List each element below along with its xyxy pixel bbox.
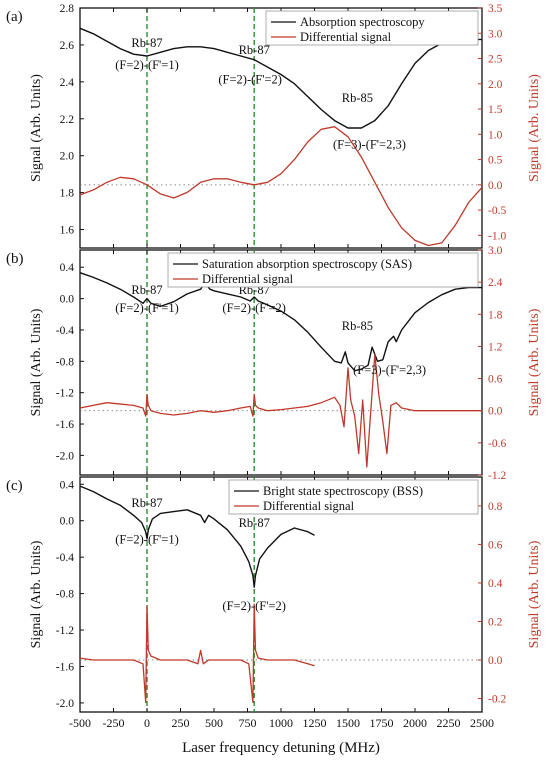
y-tick-label-right: -0.2	[488, 694, 506, 706]
transition-label: (F=2)-(F'=1)	[115, 301, 179, 315]
x-tick-label: 750	[239, 716, 257, 730]
panel-label: (c)	[6, 478, 23, 494]
y-tick-label-right: 0.0	[488, 406, 503, 418]
y-tick-label-left: -1.6	[56, 419, 74, 431]
y-axis-title-left: Signal (Arb. Units)	[29, 308, 44, 416]
transition-label: (F=2)-(F'=1)	[115, 532, 179, 546]
panel-label: (b)	[6, 251, 24, 267]
spectrum-line	[79, 27, 482, 129]
y-tick-label-left: -2.0	[56, 450, 74, 462]
x-tick-label: 1500	[336, 716, 360, 730]
y-tick-label-right: 1.2	[488, 341, 503, 353]
y-tick-label-left: 2.8	[60, 3, 75, 15]
x-tick-label: -250	[103, 716, 125, 730]
x-tick-label: 0	[144, 716, 150, 730]
transition-label: Rb-85	[342, 319, 373, 333]
x-axis-title: Laser frequency detuning (MHz)	[182, 740, 380, 756]
y-tick-label-right: 0.2	[488, 616, 503, 628]
differential-signal-line	[79, 603, 315, 704]
y-tick-label-right: 0.6	[488, 374, 503, 386]
y-tick-label-left: 2.6	[60, 40, 75, 52]
legend-label-differential: Differential signal	[300, 30, 392, 44]
spectrum-line	[79, 485, 315, 588]
y-tick-label-left: 0.0	[60, 294, 75, 306]
y-tick-label-left: -2.0	[56, 698, 74, 710]
y-tick-label-left: -1.2	[56, 625, 74, 637]
y-tick-label-left: -0.8	[56, 589, 74, 601]
y-tick-label-left: 1.6	[60, 225, 75, 237]
y-tick-label-left: 0.4	[60, 262, 75, 274]
y-tick-label-left: 0.0	[60, 516, 75, 528]
x-tick-label: 2500	[470, 716, 494, 730]
y-tick-label-right: -1.2	[488, 470, 506, 482]
x-tick-label: 2000	[403, 716, 427, 730]
y-tick-label-right: 2.4	[488, 277, 503, 289]
differential-signal-line	[79, 353, 482, 468]
y-tick-label-right: 0.4	[488, 578, 503, 590]
y-tick-label-right: 2.0	[488, 79, 503, 91]
spectrum-line	[79, 272, 482, 372]
y-axis-title-right: Signal (Arb. Units)	[527, 308, 542, 416]
y-tick-label-right: 0.6	[488, 539, 503, 551]
legend-box	[265, 10, 479, 46]
y-tick-label-right: 0.0	[488, 655, 503, 667]
y-tick-label-right: 1.8	[488, 309, 503, 321]
y-tick-label-right: 3.5	[488, 3, 503, 15]
x-tick-label: 1750	[370, 716, 394, 730]
y-tick-label-left: 2.4	[60, 77, 75, 89]
x-tick-label: -500	[69, 716, 91, 730]
y-tick-label-right: 2.5	[488, 54, 503, 66]
y-tick-label-right: -1.0	[488, 230, 506, 242]
y-tick-label-right: 1.0	[488, 129, 503, 141]
y-tick-label-left: -0.4	[56, 325, 74, 337]
y-tick-label-right: 3.0	[488, 28, 503, 40]
legend-label-differential: Differential signal	[263, 499, 355, 513]
legend-label-spectrum: Bright state spectroscopy (BSS)	[263, 484, 423, 498]
y-axis-title-left: Signal (Arb. Units)	[29, 74, 44, 182]
transition-label: (F=2)-(F'=2)	[222, 301, 286, 315]
panel-label: (a)	[6, 9, 23, 25]
x-tick-label: 250	[172, 716, 190, 730]
y-tick-label-right: 0.8	[488, 501, 503, 513]
y-tick-label-right: 0.0	[488, 180, 503, 192]
transition-label: Rb-85	[342, 91, 373, 105]
y-tick-label-right: -0.6	[488, 438, 506, 450]
y-axis-title-right: Signal (Arb. Units)	[527, 540, 542, 648]
transition-label: (F=2)-(F'=2)	[218, 73, 282, 87]
transition-label: Rb-87	[131, 496, 162, 510]
legend-label-spectrum: Saturation absorption spectroscopy (SAS)	[202, 257, 412, 271]
transition-label: (F=2)-(F'=1)	[115, 58, 179, 72]
legend-box	[228, 479, 479, 515]
y-tick-label-left: -1.6	[56, 661, 74, 673]
legend-label-differential: Differential signal	[202, 272, 294, 286]
y-tick-label-right: 0.5	[488, 155, 503, 167]
y-tick-label-left: -0.8	[56, 356, 74, 368]
legend-box	[167, 252, 479, 288]
x-tick-label: 2250	[437, 716, 461, 730]
transition-label: Rb-87	[131, 283, 162, 297]
y-axis-title-right: Signal (Arb. Units)	[527, 74, 542, 182]
x-tick-label: 500	[205, 716, 223, 730]
y-tick-label-right: -0.5	[488, 205, 506, 217]
transition-label: (F=3)-(F'=2,3)	[333, 137, 406, 151]
differential-signal-line	[79, 126, 483, 247]
transition-label: Rb-87	[131, 36, 162, 50]
y-tick-label-left: -0.4	[56, 552, 74, 564]
y-tick-label-left: 2.2	[60, 114, 75, 126]
y-tick-label-left: 0.4	[60, 479, 75, 491]
transition-label: (F=3)-(F'=2,3)	[353, 363, 426, 377]
transition-label: Rb-87	[239, 43, 270, 57]
y-tick-label-left: -1.2	[56, 388, 74, 400]
legend-label-spectrum: Absorption spectroscopy	[300, 15, 425, 29]
transition-label: Rb-87	[239, 516, 270, 530]
y-tick-label-left: 2.0	[60, 151, 75, 163]
x-tick-label: 1000	[269, 716, 293, 730]
y-axis-title-left: Signal (Arb. Units)	[29, 540, 44, 648]
y-tick-label-right: 1.5	[488, 104, 503, 116]
x-tick-label: 1250	[303, 716, 327, 730]
y-tick-label-right: 3.0	[488, 245, 503, 257]
y-tick-label-left: 1.8	[60, 188, 75, 200]
transition-label: (F=2)-(F'=2)	[222, 599, 286, 613]
